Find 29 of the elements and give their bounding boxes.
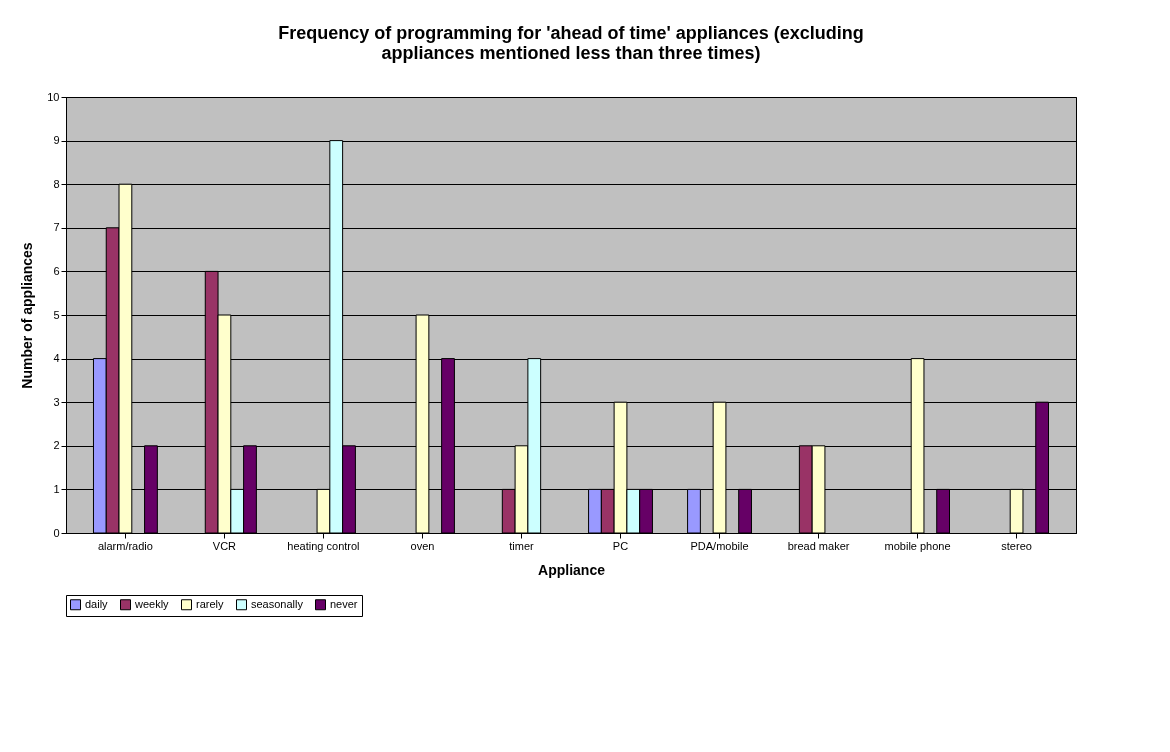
y-tick-label: 1 [53, 482, 60, 495]
x-tick-label: timer [509, 539, 535, 552]
x-tick-label: mobile phone [884, 539, 951, 552]
legend-label: daily [85, 597, 109, 610]
y-axis-title: Number of appliances [19, 242, 36, 389]
y-tick-label: 8 [53, 177, 60, 190]
y-tick-label: 7 [53, 221, 60, 234]
x-tick-label: PDA/mobile [690, 539, 749, 552]
y-tick-label: 9 [53, 134, 60, 147]
y-tick-label: 5 [53, 308, 60, 321]
x-axis-title: Appliance [538, 561, 606, 578]
y-tick-label: 6 [53, 264, 60, 277]
x-tick-label: VCR [212, 539, 237, 552]
x-tick-label: heating control [287, 539, 360, 552]
x-tick-label: bread maker [787, 539, 850, 552]
legend-label: rarely [196, 597, 225, 610]
legend-label: seasonally [251, 597, 304, 610]
x-tick-label: oven [410, 539, 435, 552]
y-tick-label: 4 [53, 352, 60, 365]
x-tick-label: alarm/radio [97, 539, 153, 552]
y-tick-label: 2 [53, 439, 60, 452]
y-tick-label: 3 [53, 395, 60, 408]
y-tick-label: 10 [47, 90, 60, 103]
x-tick-label: stereo [1001, 539, 1032, 552]
y-tick-label: 0 [53, 526, 60, 539]
legend-label: never [330, 597, 358, 610]
x-tick-label: PC [612, 539, 629, 552]
chart-title: Frequency of programming for 'ahead of time' appliances (excluding appliances mentioned less than three times) [278, 23, 864, 63]
legend-label: weekly [134, 597, 170, 610]
